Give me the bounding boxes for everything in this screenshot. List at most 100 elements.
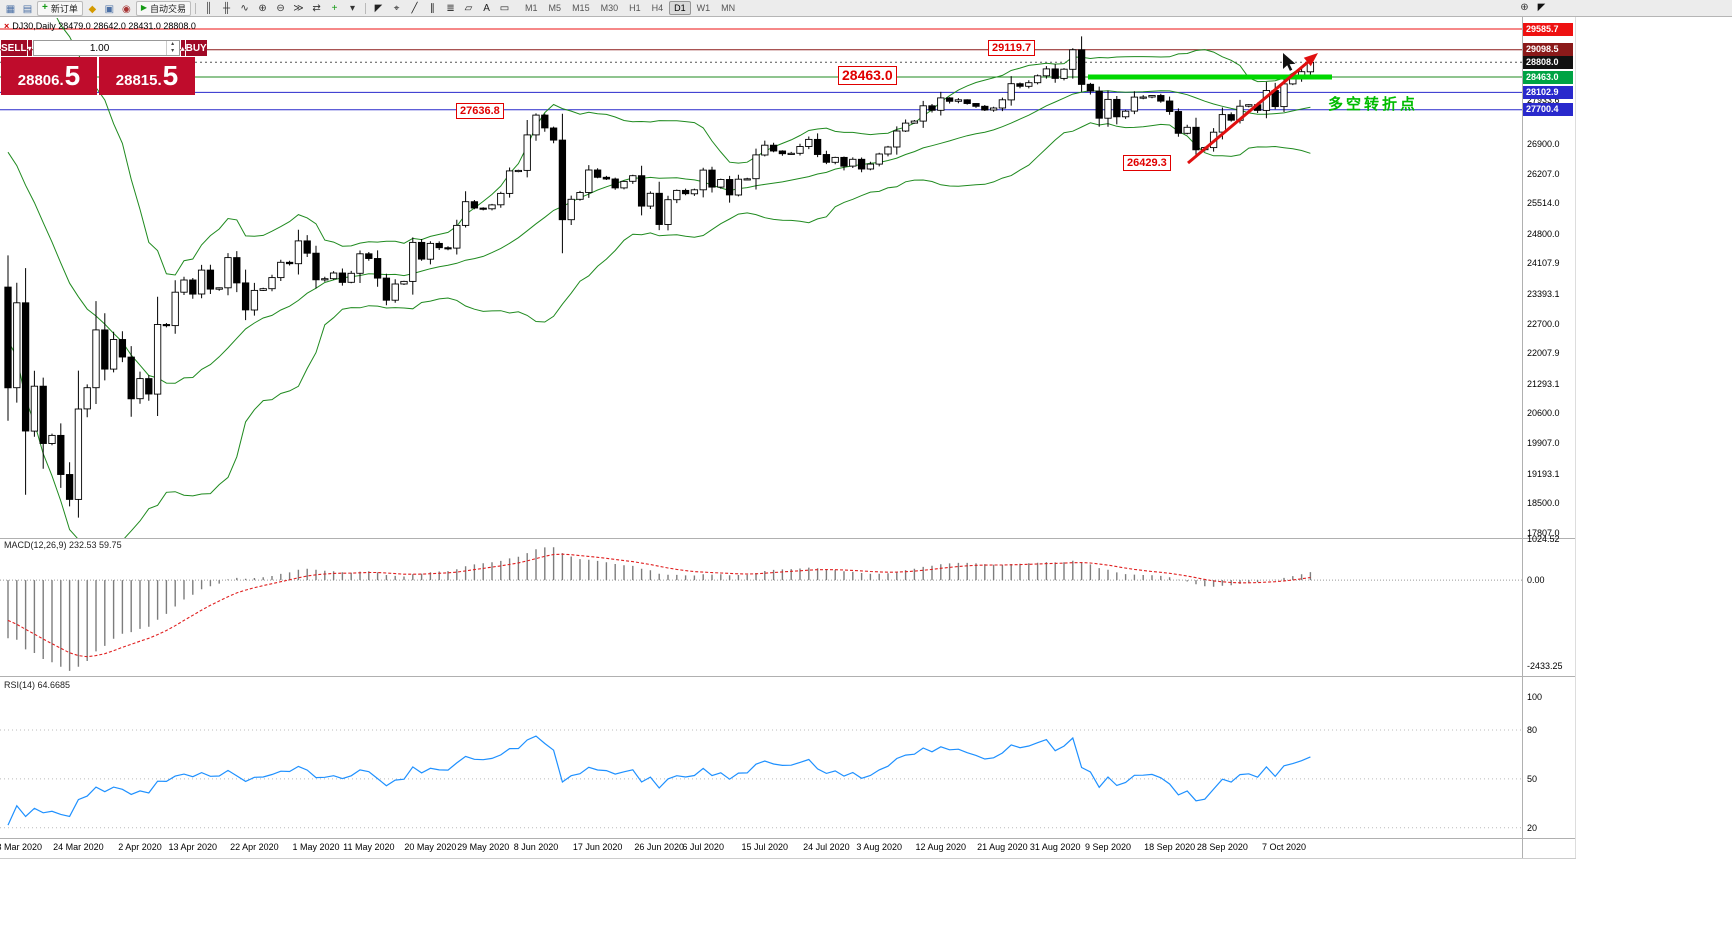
timeframe-button-M1[interactable]: M1 bbox=[525, 3, 538, 13]
profiles-icon[interactable]: ▤ bbox=[22, 4, 33, 15]
service-toolbar-group: ◆ ▣ ◉ bbox=[84, 0, 135, 17]
zoom-in-icon[interactable]: ⊕ bbox=[258, 2, 267, 14]
date-label: 12 Aug 2020 bbox=[915, 842, 967, 852]
date-label: 1 May 2020 bbox=[292, 842, 340, 852]
annotation-level-28463: 28463.0 bbox=[838, 66, 897, 85]
window-bottom-border bbox=[0, 858, 1576, 859]
cursor-icon[interactable]: ◤ bbox=[374, 2, 383, 14]
crosshair-icon[interactable]: ⌖ bbox=[393, 2, 400, 14]
date-label: 3 Aug 2020 bbox=[856, 842, 902, 852]
stepper-up-icon[interactable]: ▴ bbox=[171, 41, 175, 47]
buy-button[interactable]: BUY bbox=[185, 40, 207, 56]
buy-price-button[interactable]: 28815. 5 bbox=[99, 57, 195, 95]
rsi-axis-label: 80 bbox=[1527, 725, 1538, 736]
auto-trading-button[interactable]: ▶ 自动交易 bbox=[135, 0, 192, 16]
macd-axis-label: 1024.52 bbox=[1527, 534, 1560, 544]
rsi-axis-label: 100 bbox=[1527, 692, 1543, 703]
timeframe-button-M30[interactable]: M30 bbox=[600, 3, 619, 13]
sell-price-main: 28806. bbox=[17, 72, 64, 89]
date-label: 6 Jul 2020 bbox=[682, 842, 724, 852]
indicators-icon[interactable]: + bbox=[331, 2, 338, 14]
price-tick-label: 20600.0 bbox=[1527, 408, 1560, 419]
window-right-border bbox=[1575, 17, 1576, 858]
rsi-panel-separator[interactable] bbox=[0, 676, 1576, 677]
timeframe-button-M5[interactable]: M5 bbox=[548, 3, 562, 13]
buy-price-main: 28815. bbox=[115, 72, 162, 89]
search-icon[interactable]: ⊕ bbox=[1520, 2, 1529, 13]
date-label: 31 Aug 2020 bbox=[1029, 842, 1081, 852]
annotation-turning-point: 多空转折点 bbox=[1328, 96, 1419, 113]
window-toolbar-group: ▦ ▤ bbox=[2, 0, 36, 17]
date-label: 22 Apr 2020 bbox=[230, 842, 279, 852]
trendline-icon[interactable]: ╱ bbox=[411, 2, 418, 14]
text-icon[interactable]: A bbox=[483, 2, 490, 14]
chart-canvas[interactable] bbox=[0, 0, 1576, 941]
price-marker-29098.5: 29098.5 bbox=[1523, 43, 1573, 57]
date-label: 11 May 2020 bbox=[343, 842, 395, 852]
chart-close-icon[interactable]: × bbox=[4, 21, 10, 31]
bar-chart-icon[interactable]: ║ bbox=[204, 2, 213, 14]
buy-price-big-digit: 5 bbox=[162, 60, 179, 91]
timeframe-button-D1[interactable]: D1 bbox=[669, 1, 691, 15]
rsi-axis-label: 50 bbox=[1527, 773, 1538, 784]
macd-axis-label: -2433.25 bbox=[1527, 661, 1563, 671]
date-label: 28 Sep 2020 bbox=[1196, 842, 1248, 852]
annotation-high-29119: 29119.7 bbox=[988, 40, 1036, 56]
rsi-label: RSI(14) 64.6685 bbox=[4, 680, 71, 690]
sell-price-button[interactable]: 28806. 5 bbox=[1, 57, 97, 95]
main-toolbar: ▦ ▤ + 新订单 ◆ ▣ ◉ ▶ 自动交易 ║ ╫ ∿ ⊕ ⊖ ≫ ⇄ + ▾ ◤ ⌖ ╱ ∥ ≣ ▱ A ▭ M… bbox=[0, 0, 1732, 17]
timeframe-toolbar: M1 M5 M15 M30 H1 H4 D1 W1 MN bbox=[520, 1, 740, 15]
price-marker-28463.0: 28463.0 bbox=[1523, 70, 1573, 84]
price-marker-27700.4: 27700.4 bbox=[1523, 103, 1573, 117]
auto-trading-icon: ▶ bbox=[140, 3, 148, 12]
sell-button[interactable]: SELL bbox=[1, 40, 27, 56]
timeframe-button-MN[interactable]: MN bbox=[721, 3, 736, 13]
chart-title-text: DJ30,Daily 28479.0 28642.0 28431.0 28808… bbox=[12, 21, 196, 31]
chart-shift-icon[interactable]: ⇄ bbox=[312, 2, 321, 14]
news-icon[interactable]: ◉ bbox=[121, 4, 131, 15]
candlestick-chart-icon[interactable]: ╫ bbox=[222, 2, 231, 14]
price-tick-label: 22700.0 bbox=[1527, 318, 1560, 329]
date-label: 7 Oct 2020 bbox=[1261, 842, 1307, 852]
timeframe-button-H1[interactable]: H1 bbox=[629, 3, 641, 13]
volume-stepper[interactable]: ▴ ▾ bbox=[165, 41, 179, 55]
drawing-toolbar-group: ◤ ⌖ ╱ ∥ ≣ ▱ A ▭ bbox=[370, 2, 513, 15]
buy-dropdown-icon[interactable]: ▴ bbox=[180, 40, 185, 56]
fibonacci-icon[interactable]: ≣ bbox=[446, 2, 455, 14]
auto-scroll-icon[interactable]: ≫ bbox=[293, 2, 304, 14]
new-chart-icon[interactable]: ▦ bbox=[5, 4, 16, 15]
date-label: 24 Mar 2020 bbox=[53, 842, 104, 852]
timeframe-button-W1[interactable]: W1 bbox=[696, 3, 711, 13]
price-scale-border bbox=[1522, 17, 1523, 858]
new-order-button[interactable]: + 新订单 bbox=[37, 0, 83, 16]
mql5-icon[interactable]: ◆ bbox=[88, 4, 97, 15]
sell-price-big-digit: 5 bbox=[64, 60, 81, 91]
price-tick-label: 26207.0 bbox=[1527, 168, 1560, 179]
price-tick-label: 17807.0 bbox=[1527, 527, 1560, 538]
zoom-out-icon[interactable]: ⊖ bbox=[276, 2, 285, 14]
timeframe-button-M15[interactable]: M15 bbox=[572, 3, 590, 13]
channel-icon[interactable]: ∥ bbox=[430, 2, 436, 14]
pointer-icon[interactable]: ◤ bbox=[1537, 2, 1546, 13]
price-tick-label: 19193.1 bbox=[1527, 468, 1560, 479]
price-marker-29585.7: 29585.7 bbox=[1523, 22, 1573, 36]
date-label: 15 Jul 2020 bbox=[741, 842, 789, 852]
price-tick-label: 23393.1 bbox=[1527, 288, 1560, 299]
new-order-label: 新订单 bbox=[50, 3, 78, 14]
macd-panel-separator[interactable] bbox=[0, 538, 1576, 539]
date-label: 20 May 2020 bbox=[404, 842, 457, 852]
date-label: 2 Apr 2020 bbox=[118, 842, 162, 852]
price-tick-label: 22007.9 bbox=[1527, 348, 1560, 359]
line-chart-icon[interactable]: ∿ bbox=[240, 2, 249, 14]
arrow-label-icon[interactable]: ▭ bbox=[499, 2, 510, 14]
price-tick-label: 19907.0 bbox=[1527, 438, 1560, 449]
price-tick-label: 27933.6 bbox=[1527, 94, 1560, 105]
shapes-icon[interactable]: ▱ bbox=[464, 2, 473, 14]
volume-input[interactable] bbox=[33, 41, 166, 55]
stepper-down-icon[interactable]: ▾ bbox=[171, 48, 175, 54]
sell-dropdown-icon[interactable]: ▾ bbox=[27, 40, 32, 56]
timeframe-button-H4[interactable]: H4 bbox=[651, 3, 664, 13]
templates-icon[interactable]: ▾ bbox=[350, 2, 356, 14]
terminal-icon[interactable]: ▣ bbox=[104, 4, 115, 15]
date-label: 29 May 2020 bbox=[457, 842, 510, 852]
